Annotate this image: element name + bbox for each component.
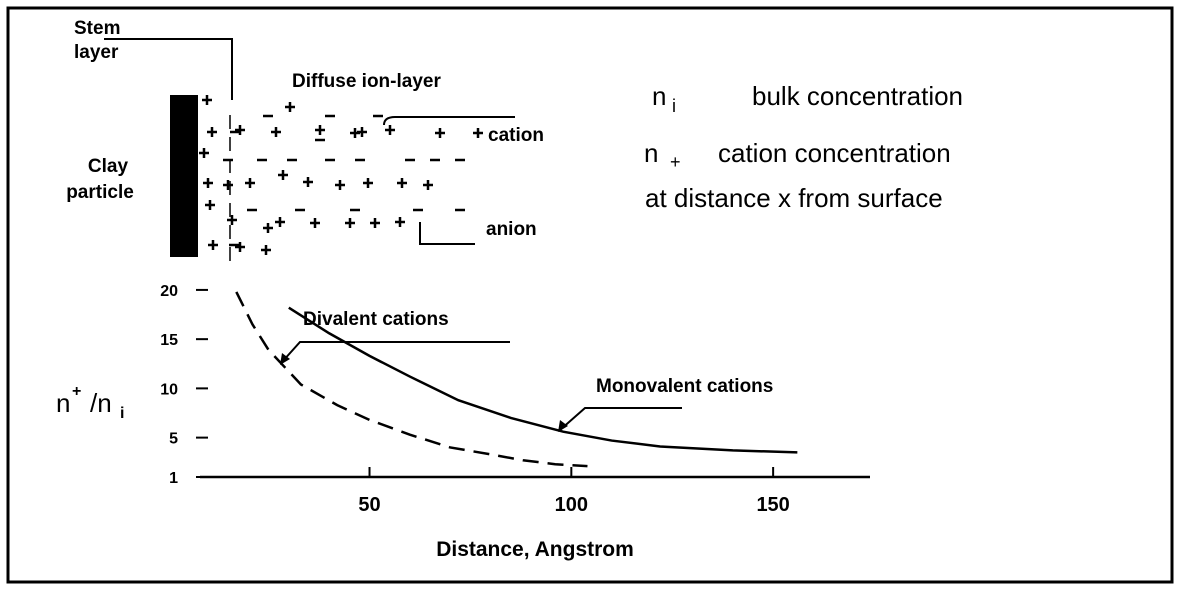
cation-leader [383,116,515,126]
stem-label: layer [74,42,119,63]
clay-label: particle [66,182,134,203]
series-name: Monovalent cations [596,376,773,397]
frame [6,6,1174,584]
legend-symbol: n [652,81,666,111]
legend-sub: + [670,152,681,172]
series-name: Divalent cations [303,309,449,330]
legend-text: bulk concentration [752,81,963,111]
clay-label: Clay [88,156,129,177]
legend-symbol: n [644,138,658,168]
x-label: Distance, Angstrom [436,538,634,561]
diffuse-label: Diffuse ion-layer [292,71,441,92]
annotation-leader [559,407,682,431]
legend-sub: i [672,96,676,116]
x-tick-label: 50 [358,494,380,516]
y-tick-label: 10 [160,381,178,398]
anion-leader [419,222,475,245]
y-label-sub: i [120,405,124,422]
annotation-arrow [280,353,290,365]
stem-label: Stem [74,18,120,39]
clay-particle [170,95,198,257]
y-label-sup: + [72,383,81,400]
ion-signs [199,95,483,255]
annotation-leader [281,341,510,363]
annotation-arrow [558,420,568,432]
y-label: n [56,388,70,418]
y-tick-label: 15 [160,332,178,349]
y-tick-label: 5 [169,431,178,448]
x-tick-label: 150 [756,494,789,516]
series-line [288,306,798,454]
legend-text: cation concentration [718,138,951,168]
y-label: /n [90,388,112,418]
x-tick-label: 100 [555,494,588,516]
y-tick-label: 1 [169,470,178,487]
ion-signs-path [199,95,483,255]
stem-leader [104,38,233,100]
y-tick-label: 20 [160,283,178,300]
cation-label: cation [488,125,544,146]
legend-text: at distance x from surface [645,183,943,213]
series-line [235,291,588,468]
anion-label: anion [486,219,537,240]
